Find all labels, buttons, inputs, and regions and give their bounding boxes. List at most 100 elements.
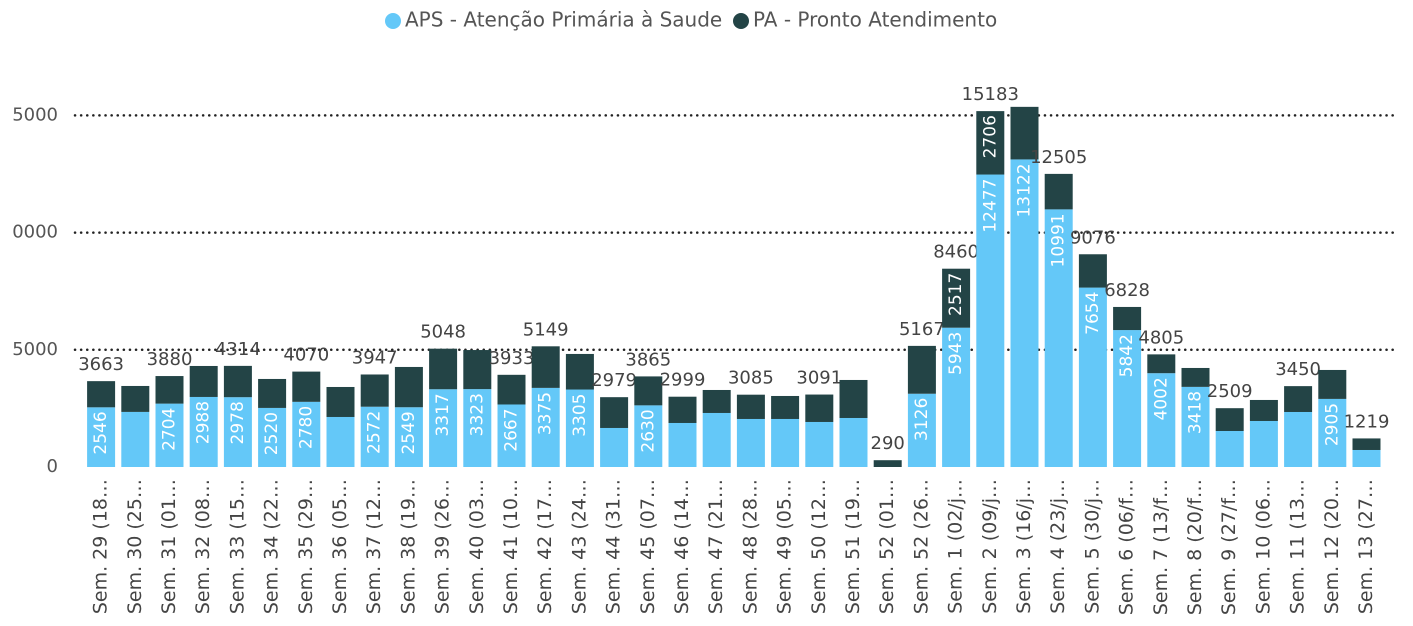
bar-segment [634, 405, 663, 467]
bar-segment [189, 365, 218, 397]
bar-segment [121, 411, 150, 467]
data-label: 2630 [638, 409, 658, 452]
data-label: 5842 [1117, 334, 1137, 377]
x-tick-label: Sem. 34 (22… [261, 479, 283, 614]
x-tick-label: Sem. 38 (19… [397, 479, 419, 614]
x-tick-label: Sem. 39 (26… [432, 479, 454, 614]
bar-segment [634, 376, 663, 406]
y-tick-label: 5000 [12, 104, 58, 125]
bar-segment [736, 394, 765, 419]
x-tick-label: Sem. 47 (21… [705, 479, 727, 614]
bar-segment [121, 385, 150, 412]
bar-segment [1215, 408, 1244, 431]
data-label: 2520 [262, 412, 282, 455]
x-tick-label: Sem. 45 (07… [637, 479, 659, 614]
bar-segment [1249, 420, 1278, 467]
bar-segment [429, 389, 458, 467]
x-tick-label: Sem. 11 (13… [1287, 479, 1309, 614]
bar-segment [1181, 367, 1210, 387]
x-tick-label: Sem. 6 (06/f… [1116, 479, 1138, 615]
total-label: 5149 [523, 319, 569, 340]
x-tick-label: Sem. 4 (23/j… [1047, 479, 1069, 614]
bar-segment [292, 371, 321, 402]
bar-segment [1147, 354, 1176, 374]
x-tick-label: Sem. 35 (29… [295, 479, 317, 614]
bar-segment [531, 387, 560, 467]
bar-segment [155, 376, 184, 404]
bar-segment [326, 386, 355, 417]
x-tick-label: Sem. 52 (26… [910, 479, 932, 614]
bar-segment [1113, 306, 1142, 331]
bar-segment [668, 396, 697, 423]
bar-segment [600, 427, 629, 467]
bar-segment [87, 407, 116, 467]
bar-segment [1284, 411, 1313, 467]
bar-segment [1318, 369, 1347, 399]
bar-segment [873, 460, 902, 467]
bar-segment [976, 111, 1005, 175]
data-label: 2517 [946, 273, 966, 316]
data-label: 12477 [980, 179, 1000, 233]
x-tick-label: Sem. 10 (06… [1252, 479, 1274, 614]
data-label: 2704 [160, 408, 180, 451]
bar-segment [223, 365, 252, 398]
total-label: 2509 [1207, 381, 1253, 402]
data-label: 13122 [1015, 163, 1035, 217]
bar-segment [702, 389, 731, 413]
x-tick-label: Sem. 9 (27/f… [1218, 479, 1240, 615]
data-label: 10991 [1049, 213, 1069, 267]
total-label: 3947 [352, 347, 398, 368]
bar-segment [189, 396, 218, 467]
total-label: 3450 [1275, 359, 1321, 380]
bar-segment [1078, 287, 1107, 467]
bar-segment [326, 416, 355, 467]
bar-segment [1147, 373, 1176, 467]
x-tick-label: Sem. 36 (05… [329, 479, 351, 614]
x-tick-label: Sem. 30 (25… [124, 479, 146, 614]
bar-segment [1181, 386, 1210, 467]
bar-segment [771, 418, 800, 467]
bar-segment [360, 374, 389, 407]
bar-segment [394, 407, 423, 467]
bar-segment [565, 389, 594, 467]
bar-segment [1044, 209, 1073, 467]
data-label: 3126 [912, 398, 932, 441]
bar-segment [1078, 254, 1107, 288]
bar-segment [805, 421, 834, 467]
data-label: 2546 [91, 411, 111, 454]
total-label: 4070 [283, 345, 329, 366]
x-tick-label: Sem. 41 (10… [500, 479, 522, 614]
bar-segment [531, 346, 560, 388]
data-label: 3323 [467, 393, 487, 436]
x-tick-label: Sem. 29 (18… [90, 479, 112, 614]
x-tick-label: Sem. 13 (27… [1355, 479, 1377, 614]
x-tick-label: Sem. 5 (30/j… [1081, 479, 1103, 614]
bar-segment [155, 403, 184, 467]
x-tick-label: Sem. 40 (03… [466, 479, 488, 614]
bar-segment [1249, 399, 1278, 421]
x-tick-label: Sem. 33 (15… [226, 479, 248, 614]
bar-segment [771, 395, 800, 419]
bar-segment [394, 366, 423, 408]
legend-swatch [733, 13, 749, 29]
legend: APS - Atenção Primária à Saude PA - Pron… [385, 8, 997, 32]
x-tick-label: Sem. 52 (01… [876, 479, 898, 614]
data-label: 2978 [228, 401, 248, 444]
data-label: 3418 [1186, 391, 1206, 434]
x-tick-label: Sem. 49 (05… [774, 479, 796, 614]
bar-segment [1352, 449, 1381, 467]
bar-segment [87, 381, 116, 408]
data-label: 2780 [296, 406, 316, 449]
bar-segment [565, 353, 594, 390]
bar-segment [258, 407, 287, 467]
x-tick-label: Sem. 3 (16/j… [1013, 479, 1035, 614]
bar-segment [839, 417, 868, 467]
total-label: 5048 [420, 322, 466, 343]
bar-segment [497, 374, 526, 405]
legend-label: APS - Atenção Primária à Saude [405, 8, 722, 32]
y-tick-label: 5000 [12, 339, 58, 360]
bar-segment [600, 397, 629, 428]
bar-segment [1044, 173, 1073, 210]
data-label: 7654 [1083, 292, 1103, 335]
total-label: 5167 [899, 319, 945, 340]
